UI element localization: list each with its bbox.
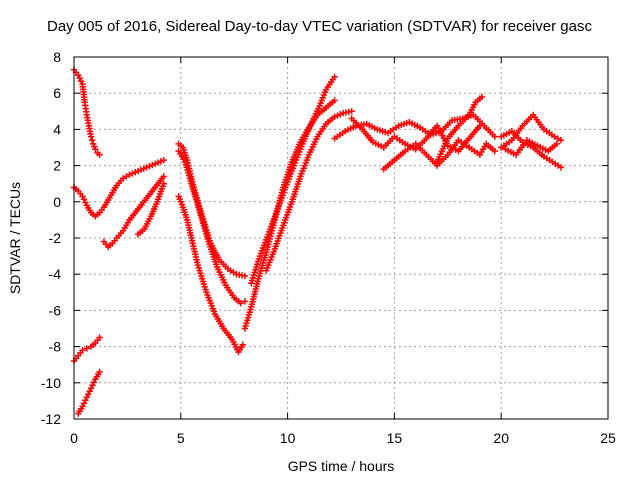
data-point (553, 140, 560, 148)
x-tick-label: 15 (387, 430, 403, 446)
data-point (557, 164, 565, 171)
x-tick-label: 25 (600, 430, 616, 446)
data-point (82, 397, 89, 404)
series-track-r (498, 111, 565, 151)
series-track-d (134, 180, 167, 238)
x-axis-title: GPS time / hours (288, 458, 395, 474)
y-tick-label: -4 (49, 266, 62, 282)
data-point (160, 173, 167, 180)
data-point (160, 180, 167, 187)
data-point (160, 156, 167, 164)
data-point (88, 137, 96, 144)
data-point (77, 77, 85, 85)
series-track-p (433, 93, 486, 166)
data-points (70, 66, 565, 417)
data-point (92, 146, 99, 153)
data-point (551, 133, 558, 140)
data-point (331, 73, 338, 81)
data-point (476, 122, 484, 129)
y-tick-label: 2 (53, 158, 61, 174)
data-point (557, 137, 565, 144)
grid (74, 57, 608, 419)
data-point (239, 341, 246, 348)
x-tick-label: 5 (177, 430, 185, 446)
data-point (87, 385, 95, 392)
data-point (83, 394, 91, 401)
data-point (491, 147, 498, 155)
y-axis-title: SDTVAR / TECUs (7, 182, 23, 294)
y-tick-label: -6 (49, 302, 62, 318)
y-tick-label: 0 (53, 194, 61, 210)
data-point (123, 173, 130, 180)
data-point (80, 196, 88, 203)
data-point (83, 345, 91, 352)
y-tick-label: 6 (53, 85, 61, 101)
series-track-b (70, 156, 167, 220)
data-point (237, 299, 244, 307)
series-track-h (175, 147, 249, 307)
series-track-e (70, 334, 103, 365)
y-tick-label: 4 (53, 121, 61, 137)
data-point (241, 272, 249, 280)
data-point (478, 93, 486, 101)
y-tick-label: -12 (41, 411, 61, 427)
series-track-k (248, 73, 338, 287)
y-tick-label: 8 (53, 49, 61, 65)
x-tick-label: 10 (280, 430, 296, 446)
tick-labels: 0 5 10 15 20 25 -12 -10 -8 -6 -4 -2 0 2 4 6 8 (41, 49, 616, 446)
data-point (96, 151, 103, 158)
chart-title: Day 005 of 2016, Sidereal Day-to-day VTE… (47, 18, 592, 35)
data-point (348, 108, 355, 115)
data-point (86, 388, 93, 395)
data-point (331, 97, 338, 104)
data-point (119, 175, 127, 182)
y-tick-label: -8 (49, 339, 62, 355)
x-tick-label: 0 (70, 430, 78, 446)
x-tick-label: 20 (493, 430, 509, 446)
ticks (73, 56, 609, 420)
data-point (85, 391, 92, 398)
data-point (96, 368, 103, 376)
series-track-s (502, 137, 560, 158)
y-tick-label: -2 (49, 230, 62, 246)
data-point (241, 298, 249, 305)
data-point (76, 74, 83, 82)
data-point (491, 133, 498, 140)
series-track-m (331, 111, 498, 142)
data-point (87, 133, 95, 140)
series-track-f (75, 368, 103, 417)
y-tick-label: -10 (41, 375, 61, 391)
data-point (554, 135, 562, 142)
series-track-a (70, 66, 103, 158)
series-track-l (263, 108, 355, 274)
data-point (96, 334, 103, 341)
series-track-i (175, 193, 246, 356)
data-point (79, 347, 86, 354)
series-track-c (100, 173, 167, 251)
